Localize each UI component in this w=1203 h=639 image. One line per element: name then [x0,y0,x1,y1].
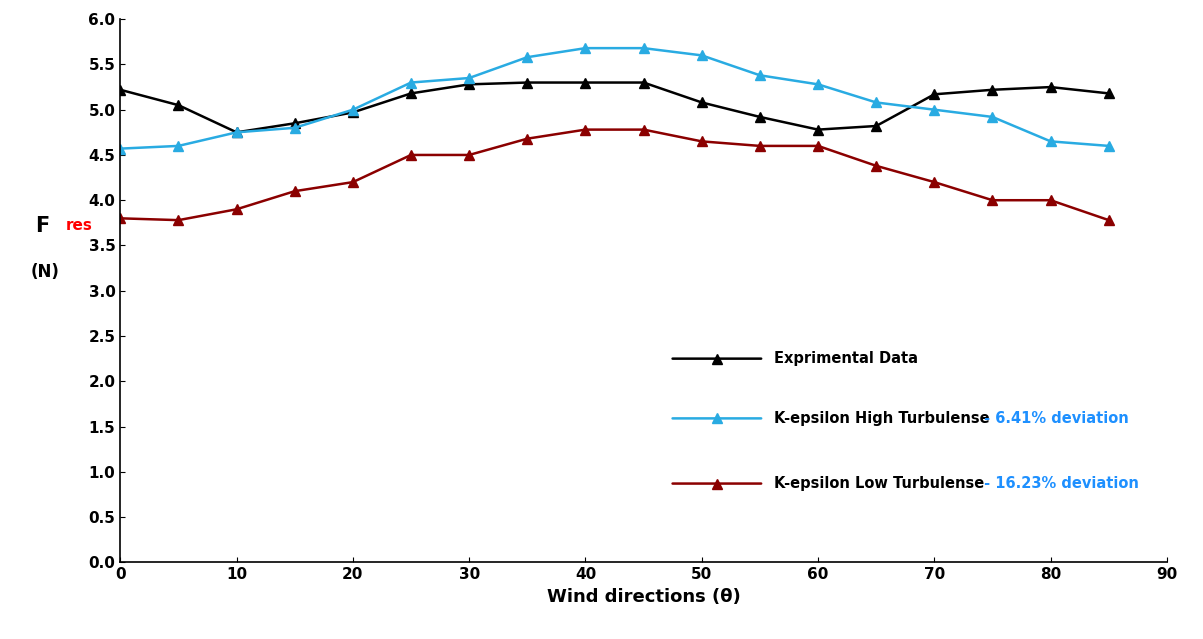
Text: res: res [66,218,93,233]
Text: (N): (N) [30,263,59,281]
Text: - 16.23% deviation: - 16.23% deviation [978,476,1138,491]
Text: - 6.41% deviation: - 6.41% deviation [978,411,1128,426]
Text: K-epsilon Low Turbulense: K-epsilon Low Turbulense [775,476,985,491]
Text: K-epsilon High Turbulense: K-epsilon High Turbulense [775,411,990,426]
X-axis label: Wind directions (θ): Wind directions (θ) [546,588,741,606]
Text: Exprimental Data: Exprimental Data [775,351,918,366]
Text: F: F [35,215,49,236]
